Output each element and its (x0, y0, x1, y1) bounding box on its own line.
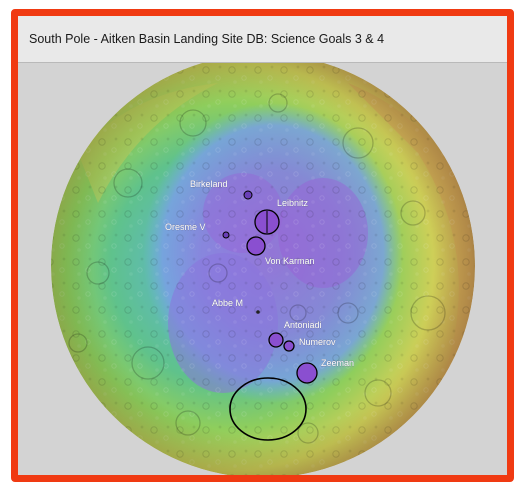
site-labels: Birkeland Leibnitz Oresme V Von Karman A… (165, 179, 354, 368)
site-marker-antoniadi[interactable] (268, 332, 284, 348)
label-leibnitz: Leibnitz (277, 198, 309, 208)
site-marker-numerov[interactable] (283, 340, 295, 352)
moon-disc (51, 63, 475, 475)
site-marker-abbe-m[interactable] (256, 310, 260, 314)
label-antoniadi: Antoniadi (284, 320, 322, 330)
app-window: South Pole - Aitken Basin Landing Site D… (11, 9, 514, 482)
map-viewport[interactable]: Birkeland Leibnitz Oresme V Von Karman A… (18, 63, 507, 475)
south-pole-region-outline (229, 377, 307, 441)
label-von-karman: Von Karman (265, 256, 315, 266)
label-birkeland: Birkeland (190, 179, 228, 189)
label-abbe-m: Abbe M (212, 298, 243, 308)
title-bar: South Pole - Aitken Basin Landing Site D… (18, 16, 507, 63)
site-marker-von-karman[interactable] (246, 236, 266, 256)
site-marker-oresme-v[interactable] (222, 231, 230, 239)
landing-site-markers (222, 190, 318, 441)
label-zeeman: Zeeman (321, 358, 354, 368)
label-numerov: Numerov (299, 337, 336, 347)
site-marker-zeeman[interactable] (296, 362, 318, 384)
label-oresme-v: Oresme V (165, 222, 206, 232)
site-marker-birkeland[interactable] (243, 190, 253, 200)
window-title: South Pole - Aitken Basin Landing Site D… (29, 32, 385, 46)
moon-topography-map[interactable]: Birkeland Leibnitz Oresme V Von Karman A… (18, 63, 507, 475)
